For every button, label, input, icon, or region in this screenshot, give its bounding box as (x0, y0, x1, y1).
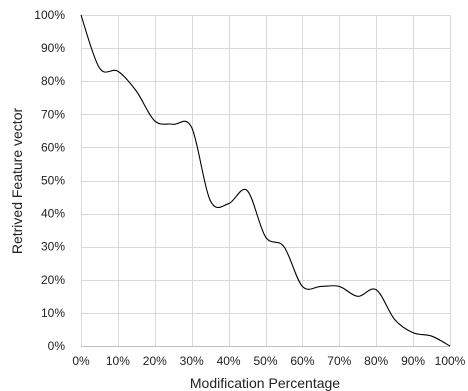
x-tick-label: 70% (327, 354, 351, 368)
x-axis-title: Modification Percentage (190, 375, 340, 391)
x-tick-label: 100% (435, 354, 466, 368)
series-line (80, 14, 451, 347)
x-tick-label: 30% (180, 354, 204, 368)
y-tick-label: 100% (34, 8, 65, 22)
x-tick-label: 10% (106, 354, 130, 368)
y-tick-label: 70% (41, 107, 65, 121)
y-tick-label: 80% (41, 74, 65, 88)
y-tick-label: 90% (41, 41, 65, 55)
series-layer (80, 14, 451, 347)
x-tick-label: 0% (72, 354, 90, 368)
y-tick-label: 60% (41, 140, 65, 154)
y-axis-title: Retrived Feature vector (9, 108, 25, 255)
y-tick-label: 20% (41, 273, 65, 287)
x-tick-label: 80% (364, 354, 388, 368)
x-tick-labels: 0% 10% 20% 30% 40% 50% 60% 70% 80% 90% 100% (72, 354, 465, 368)
y-tick-label: 10% (41, 306, 65, 320)
x-tick-label: 40% (217, 354, 241, 368)
x-tick-label: 60% (290, 354, 314, 368)
y-tick-labels: 0% 10% 20% 30% 40% 50% 60% 70% 80% 90% 100% (34, 8, 65, 353)
grid (81, 15, 451, 347)
y-tick-label: 50% (41, 174, 65, 188)
x-tick-label: 90% (401, 354, 425, 368)
y-tick-label: 40% (41, 207, 65, 221)
x-tick-label: 50% (253, 354, 277, 368)
y-tick-label: 0% (48, 339, 66, 353)
x-tick-label: 20% (143, 354, 167, 368)
y-tick-label: 30% (41, 240, 65, 254)
